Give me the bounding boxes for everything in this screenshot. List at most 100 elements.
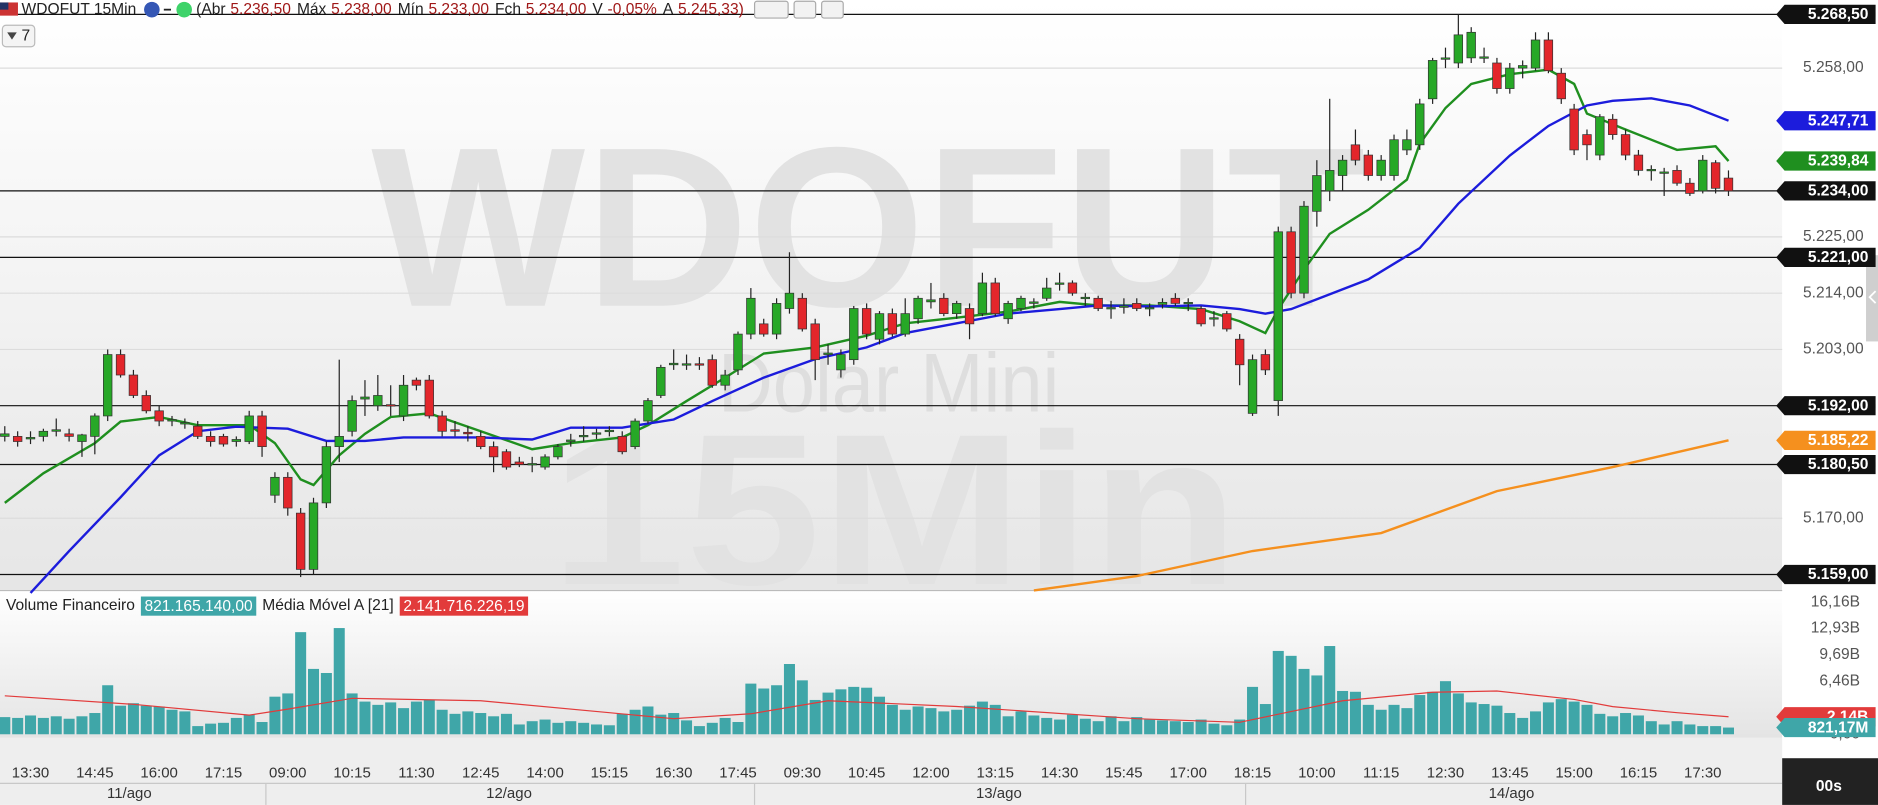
x-tick-label: 14:30	[1041, 765, 1078, 782]
volume-bar	[1169, 721, 1181, 735]
candle-body	[1209, 317, 1219, 320]
candle-body	[501, 451, 512, 468]
volume-bar	[1208, 723, 1220, 735]
candle-body	[1569, 108, 1579, 151]
header-box	[399, 596, 529, 616]
candle-body	[1608, 118, 1618, 135]
series-name: Volume Financeiro	[6, 597, 135, 614]
volume-bar	[1645, 721, 1657, 735]
candle-body	[1505, 67, 1515, 89]
flag	[0, 2, 9, 10]
candle-body	[759, 323, 769, 335]
volume-bar	[333, 628, 345, 735]
x-tick-label: 16:15	[1620, 765, 1657, 782]
volume-bar	[50, 716, 62, 735]
candle-body	[64, 433, 74, 437]
volume-bar	[1337, 690, 1349, 735]
candle-body	[926, 299, 936, 303]
volume-bar	[76, 716, 88, 735]
candle-body	[12, 436, 23, 442]
volume-bar	[719, 717, 731, 735]
candle-body	[25, 437, 36, 440]
volume-bar	[732, 722, 744, 735]
candle-body	[1376, 159, 1386, 176]
candle-body	[643, 400, 653, 422]
volume-bar	[385, 702, 397, 735]
candle-body	[1016, 297, 1026, 309]
volume-bar	[256, 722, 268, 735]
date-label: 11/ago	[107, 785, 152, 802]
candle-body	[1633, 154, 1644, 171]
volume-bar	[127, 703, 139, 735]
volume-bar	[1002, 716, 1014, 735]
candle-body	[128, 374, 139, 396]
candle-body	[578, 435, 589, 438]
header-value: 5.233,00	[428, 1, 489, 18]
x-tick-label: 17:45	[719, 765, 756, 782]
x-tick-label: 14:00	[526, 765, 563, 782]
y-tick-label: 6,46B	[1819, 673, 1860, 690]
volume-bar	[359, 701, 371, 735]
candle-body	[604, 429, 615, 433]
volume-bar	[1028, 715, 1040, 735]
volume-bar	[205, 723, 217, 735]
candle-body	[939, 297, 949, 314]
candle-body	[1556, 72, 1566, 100]
candle-body	[1067, 282, 1078, 294]
candle-body	[90, 415, 100, 437]
candle-body	[1479, 56, 1489, 59]
volume-bar	[230, 717, 242, 735]
volume-bar	[1722, 727, 1734, 735]
candle-body	[1299, 205, 1309, 294]
header-value: 5.245,33)	[678, 1, 744, 18]
ma-tag: 5.239,84	[1808, 153, 1869, 170]
toolbar-button[interactable]	[753, 0, 789, 19]
x-tick-label: 15:00	[1555, 765, 1592, 782]
candle-body	[591, 432, 602, 435]
candle-body	[874, 313, 885, 340]
volume-bar	[1066, 714, 1078, 735]
candle-body	[797, 297, 807, 330]
x-tick-label: 17:15	[205, 765, 242, 782]
candle-body	[488, 446, 499, 458]
x-tick-label: 12:00	[912, 765, 949, 782]
price-pane	[0, 0, 1783, 591]
candle-body	[823, 352, 833, 355]
symbol-icon[interactable]	[176, 1, 192, 18]
candle-body	[347, 400, 357, 432]
volume-bar	[513, 724, 525, 735]
badge[interactable]	[1, 24, 36, 48]
volume-bar	[1632, 715, 1644, 735]
volume-bar	[102, 685, 114, 735]
candle-body	[231, 439, 242, 442]
volume-bar	[642, 706, 654, 735]
candle-body	[1325, 170, 1335, 192]
ma-tag: 5.247,71	[1808, 112, 1869, 129]
volume-bar	[1182, 722, 1194, 735]
candle-body	[244, 415, 254, 442]
candle-body	[1286, 231, 1296, 294]
volume-bar	[590, 724, 603, 735]
candle-body	[283, 476, 293, 509]
x-tick-label: 16:00	[140, 765, 177, 782]
candle-body	[476, 436, 486, 447]
level-tag: 5.180,50	[1808, 456, 1869, 473]
volume-tag: 821,17M	[1808, 719, 1869, 736]
volume-bar	[1259, 704, 1271, 735]
candle-body	[360, 396, 370, 400]
candle-body	[1517, 65, 1528, 69]
y-tick-label: 5.225,00	[1803, 228, 1864, 245]
volume-bar	[295, 632, 307, 735]
candle-body	[1222, 313, 1232, 330]
volume-bar	[1414, 695, 1426, 735]
toolbar-button[interactable]	[821, 0, 844, 19]
volume-bar	[63, 718, 75, 735]
candle-body	[205, 436, 216, 442]
toolbar-button[interactable]	[793, 0, 817, 19]
candle-body	[115, 354, 126, 376]
time-axis	[0, 737, 1783, 805]
candle-body	[1235, 338, 1245, 366]
symbol-icon[interactable]	[144, 1, 160, 18]
candle-body	[1029, 301, 1039, 304]
candle-body	[1260, 354, 1271, 371]
